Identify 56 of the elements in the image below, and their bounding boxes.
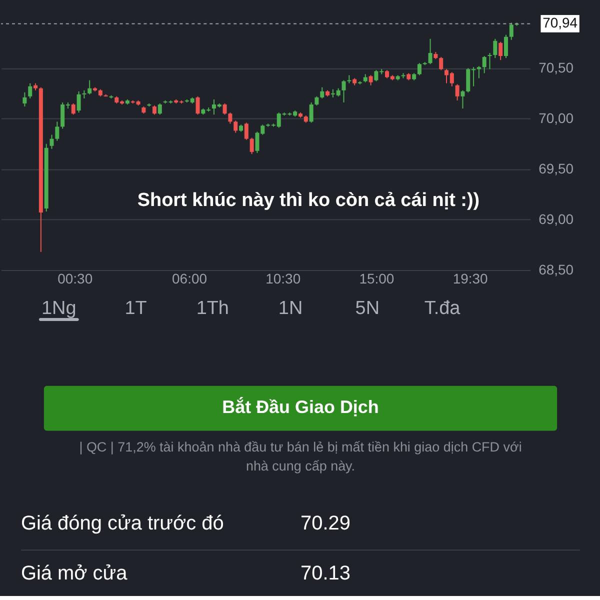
x-tick-label: 10:30 (266, 270, 301, 287)
candlestick (55, 121, 60, 142)
candlestick (309, 102, 314, 124)
y-tick-label: 69,50 (538, 160, 574, 177)
candlestick (476, 66, 481, 79)
candlestick (509, 22, 514, 40)
x-tick-label: 06:00 (172, 270, 208, 287)
text: Giá mở cửa (20, 562, 128, 585)
y-tick-label: 70,50 (538, 60, 574, 76)
text: 1Th (196, 298, 229, 319)
candlestick (320, 86, 324, 99)
x-tick-label: 15:00 (359, 270, 394, 287)
candlestick (250, 137, 254, 154)
text: 70.29 (300, 512, 350, 535)
candlestick (234, 120, 238, 134)
candlestick (76, 90, 81, 114)
candlestick (314, 96, 319, 106)
text: 1T (124, 298, 148, 319)
y-tick-label: 70,00 (538, 110, 574, 126)
candlestick (493, 38, 498, 59)
text: 70.13 (300, 562, 350, 585)
candlestick (196, 96, 200, 116)
candlestick (152, 104, 156, 116)
candlestick (88, 80, 92, 95)
candlestick (417, 62, 422, 76)
ref-line-label: 70,94 (542, 14, 578, 31)
y-tick-label: 68,50 (538, 262, 574, 278)
text: Giá đóng cửa trước đó (20, 512, 224, 535)
y-tick-label: 69,00 (538, 211, 574, 228)
candlestick (28, 82, 32, 99)
candlestick (455, 84, 460, 101)
x-tick-label: 00:30 (58, 270, 93, 287)
candlestick (482, 56, 486, 74)
text: 1Ng (42, 298, 76, 319)
text: 1N (278, 298, 303, 319)
annotation: Short khúc này thì ko còn cả cái nịt :)) (137, 190, 480, 212)
candlestick (460, 90, 465, 110)
candlestick (428, 38, 432, 65)
candlestick (488, 52, 492, 70)
candlestick (158, 102, 162, 116)
candlestick (22, 92, 27, 107)
candlestick (347, 74, 352, 84)
candlestick (504, 34, 508, 59)
text: T.đa (424, 298, 461, 319)
candlestick (222, 102, 227, 116)
candlestick (342, 80, 346, 103)
candlestick (498, 41, 503, 61)
candlestick (244, 122, 248, 140)
text: Bắt Đầu Giao Dịch (222, 396, 379, 417)
text: | QC | 71,2% tài khoản nhà đầu tư bán lẻ bị mất tiền khi giao dịch CFD với nhà cung cấp này. (79, 440, 522, 474)
candlestick (368, 74, 373, 86)
text: 5N (355, 298, 380, 319)
x-tick-label: 19:30 (452, 270, 488, 287)
candlestick (439, 56, 444, 71)
candlestick (71, 102, 76, 116)
candlestick (228, 112, 232, 124)
